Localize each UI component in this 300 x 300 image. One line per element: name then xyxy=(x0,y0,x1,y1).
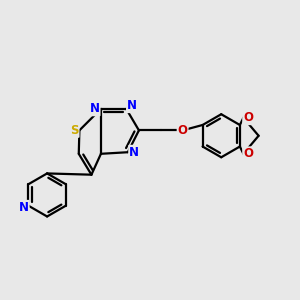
Text: S: S xyxy=(70,124,79,137)
Text: O: O xyxy=(243,111,253,124)
Text: N: N xyxy=(129,146,139,159)
Text: N: N xyxy=(19,201,29,214)
Text: O: O xyxy=(243,147,253,160)
Text: O: O xyxy=(178,124,188,137)
Text: N: N xyxy=(127,99,137,112)
Text: N: N xyxy=(90,102,100,115)
